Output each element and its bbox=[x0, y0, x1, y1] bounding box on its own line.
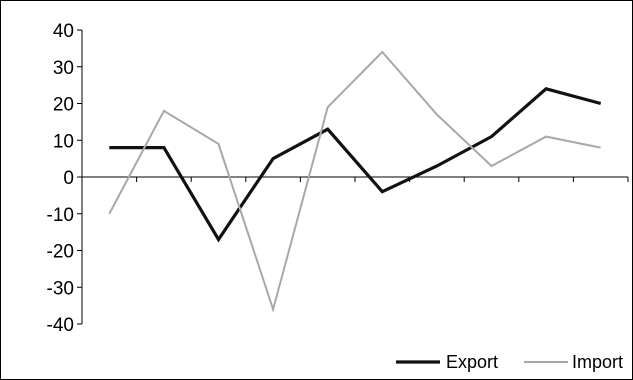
y-tick-label: -10 bbox=[47, 205, 74, 226]
x-axis-ticks bbox=[81, 177, 629, 182]
series-line-import bbox=[108, 50, 601, 313]
legend: Export Import bbox=[396, 352, 623, 372]
y-tick-label: -40 bbox=[47, 315, 74, 336]
series-line-export bbox=[109, 87, 602, 243]
series-layer bbox=[108, 50, 602, 313]
legend-label-import: Import bbox=[572, 352, 623, 372]
y-tick-label: 30 bbox=[53, 58, 74, 79]
y-tick-label: 10 bbox=[53, 131, 74, 152]
y-tick-label: -30 bbox=[47, 278, 74, 299]
y-tick-label: -20 bbox=[47, 242, 74, 263]
legend-label-export: Export bbox=[446, 352, 498, 372]
y-tick-label: 20 bbox=[53, 95, 74, 116]
y-tick-label: 0 bbox=[63, 168, 74, 189]
y-tick-label: 40 bbox=[53, 21, 74, 42]
y-axis-ticks: 40 30 20 10 0 -10 -20 -30 -40 bbox=[47, 21, 82, 336]
